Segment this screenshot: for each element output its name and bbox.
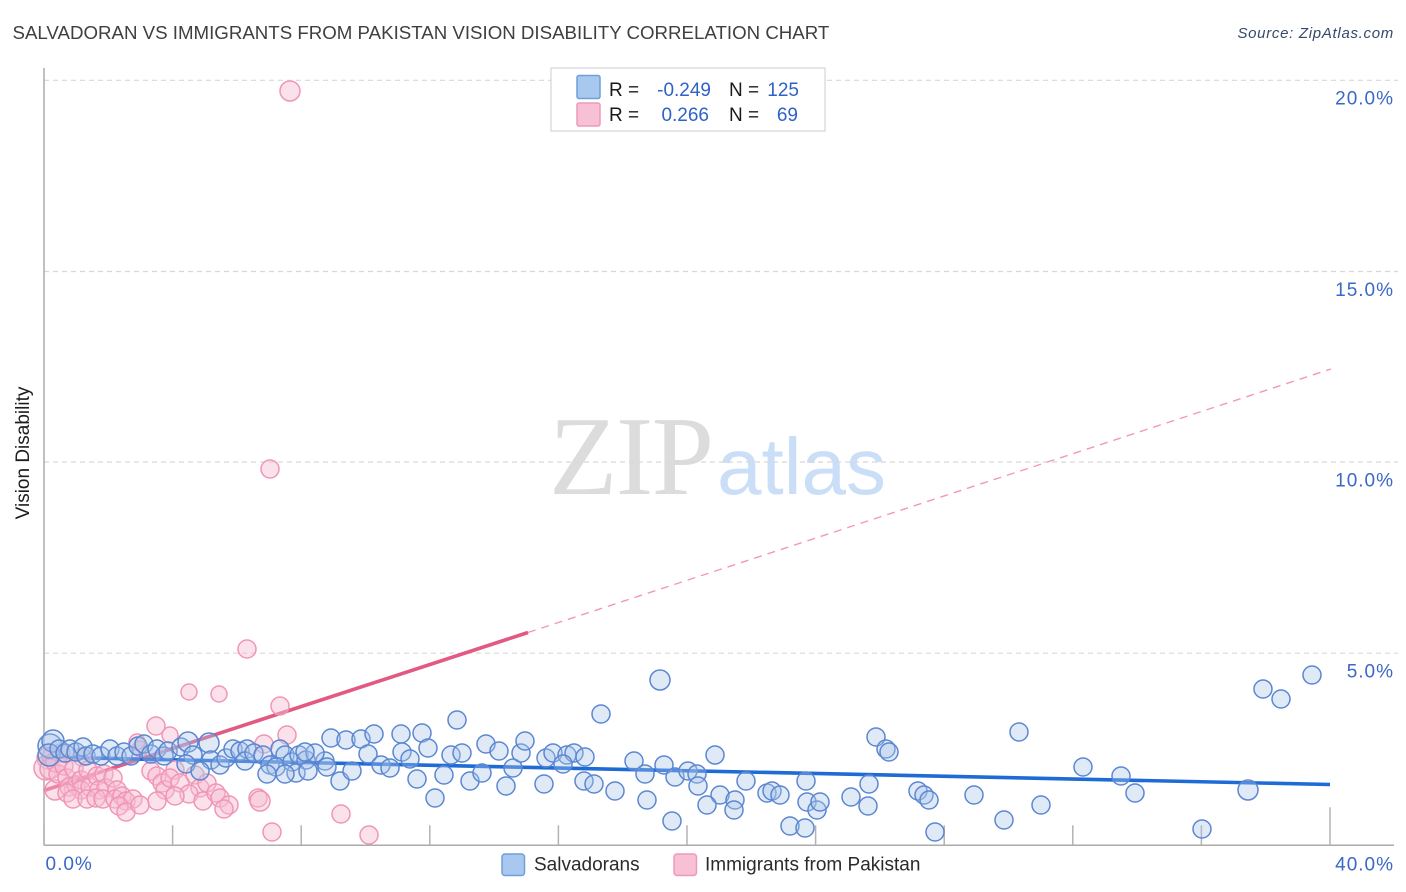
svg-text:40.0%: 40.0% [1335,855,1394,876]
svg-text:Source: ZipAtlas.com: Source: ZipAtlas.com [1237,25,1394,42]
svg-text:0.0%: 0.0% [46,854,93,875]
svg-text:15.0%: 15.0% [1335,280,1394,301]
svg-text:125: 125 [767,80,799,101]
svg-text:0.266: 0.266 [661,105,709,126]
svg-text:ZIP: ZIP [549,395,713,519]
svg-text:R =: R = [609,80,639,101]
svg-text:atlas: atlas [717,422,886,511]
svg-text:5.0%: 5.0% [1347,662,1394,683]
svg-text:Vision Disability: Vision Disability [13,386,34,519]
svg-text:Salvadorans: Salvadorans [534,854,640,875]
svg-text:R =: R = [609,105,639,126]
svg-text:10.0%: 10.0% [1335,470,1394,491]
svg-text:-0.249: -0.249 [657,80,711,101]
svg-text:Immigrants from Pakistan: Immigrants from Pakistan [705,854,920,875]
svg-text:N =: N = [729,80,759,101]
svg-text:SALVADORAN VS IMMIGRANTS FROM: SALVADORAN VS IMMIGRANTS FROM PAKISTAN V… [13,22,830,43]
svg-text:69: 69 [777,105,798,126]
svg-text:20.0%: 20.0% [1335,89,1394,110]
svg-text:N =: N = [729,105,759,126]
